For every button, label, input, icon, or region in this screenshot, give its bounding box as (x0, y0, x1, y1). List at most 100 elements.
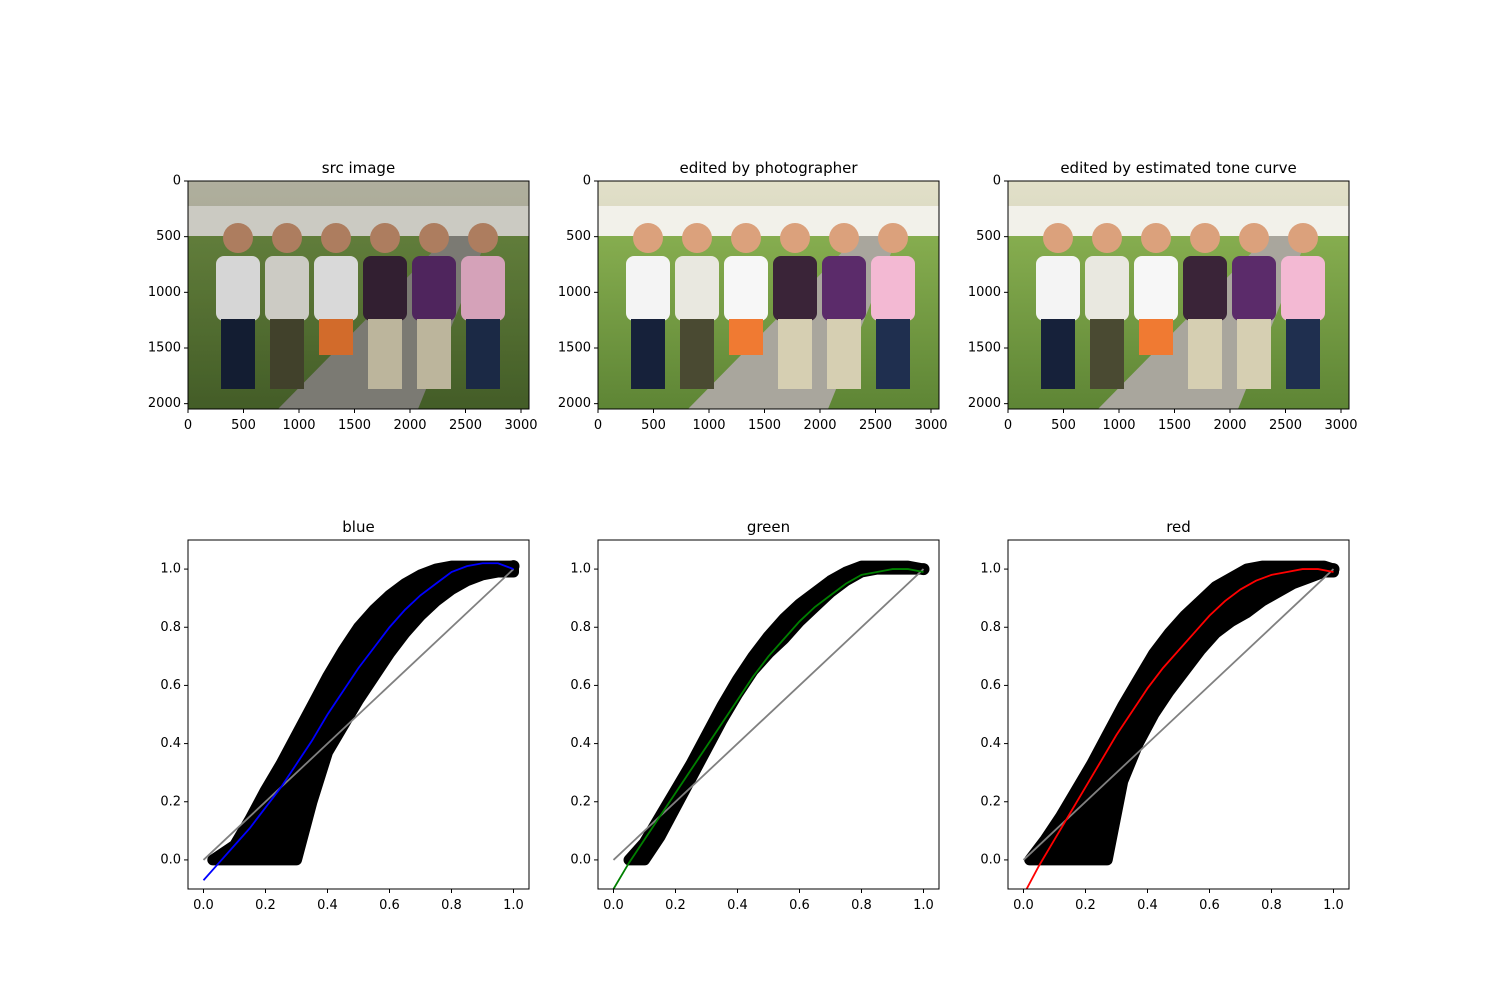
y-tick-label: 0.6 (980, 678, 1001, 693)
person-head (829, 223, 859, 253)
person-shirt (1085, 256, 1129, 321)
person-legs (1041, 319, 1075, 389)
image-panel-src: src image 0 500 1000 1500 2000 2500 3000 0 500 100… (148, 159, 538, 433)
chart-title: blue (342, 518, 374, 536)
person-legs (221, 319, 255, 389)
person-shirt (314, 256, 358, 321)
person-shirt (1134, 256, 1178, 321)
x-tick-label: 0.8 (441, 898, 462, 913)
x-tick-label: 0.0 (193, 898, 214, 913)
chart-red: red 0.0 0.2 0.4 0.6 0.8 1.0 0.0 0.2 0.4 0.6 0.8 1.0 (980, 518, 1350, 913)
y-tick-label: 0.4 (980, 736, 1001, 751)
x-tick-label: 1000 (692, 418, 725, 433)
x-tick-label: 2000 (1213, 418, 1246, 433)
x-tick-label: 0 (1004, 418, 1012, 433)
y-tick-label: 0.0 (570, 852, 591, 867)
x-tick-label: 500 (231, 418, 256, 433)
scatter-point (207, 854, 218, 865)
scatter-point (624, 854, 634, 865)
person-legs (270, 319, 304, 389)
x-tick-label: 0.4 (727, 898, 748, 913)
person-head (731, 223, 761, 253)
person-head (1239, 223, 1269, 253)
y-tick-label: 0.8 (570, 620, 591, 635)
x-tick-label: 2000 (803, 418, 836, 433)
y-tick-label: 0.4 (160, 736, 181, 751)
person-legs (729, 319, 763, 355)
axes-frame (1007, 539, 1350, 890)
y-tick-label: 2000 (558, 396, 591, 411)
panel-title: edited by photographer (679, 159, 858, 177)
x-tick-label: 0.8 (1261, 898, 1282, 913)
person-legs (1139, 319, 1173, 355)
person-legs (827, 319, 861, 389)
x-tick-label: 500 (1051, 418, 1076, 433)
person-shirt (773, 256, 817, 321)
x-tick-label: 0.6 (789, 898, 810, 913)
person-head (1190, 223, 1220, 253)
y-tick-label: 0.8 (160, 620, 181, 635)
axes-frame (187, 180, 530, 410)
fit-curve (202, 562, 514, 881)
x-tick-label: 1.0 (1323, 898, 1344, 913)
person-shirt (871, 256, 915, 321)
x-tick-label: 1500 (1158, 418, 1191, 433)
axes-frame (187, 539, 530, 890)
person-head (1043, 223, 1073, 253)
identity-line (612, 568, 925, 861)
x-tick-label: 2500 (1269, 418, 1302, 433)
image-panel-estimated: edited by estimated tone curve 0 500 1000 15… (968, 159, 1358, 433)
x-tick-label: 0.2 (1075, 898, 1096, 913)
x-tick-label: 3000 (1324, 418, 1357, 433)
y-tick-label: 0.0 (160, 852, 181, 867)
y-tick-label: 0 (583, 174, 591, 189)
x-tick-label: 1500 (338, 418, 371, 433)
x-tick-label: 0.6 (379, 898, 400, 913)
person-head (272, 223, 302, 253)
person-shirt (724, 256, 768, 321)
person-shirt (626, 256, 670, 321)
y-tick-label: 0.2 (570, 794, 591, 809)
identity-line (202, 568, 515, 861)
person-head (1141, 223, 1171, 253)
y-tick-label: 0.6 (570, 678, 591, 693)
y-tick-label: 0 (173, 174, 181, 189)
person-legs (680, 319, 714, 389)
axes-frame (597, 180, 940, 410)
person-head (321, 223, 351, 253)
y-tick-label: 2000 (148, 396, 181, 411)
axes-frame (1007, 180, 1350, 410)
y-tick-label: 1000 (558, 285, 591, 300)
y-tick-label: 0.2 (160, 794, 181, 809)
x-tick-label: 3000 (914, 418, 947, 433)
person-shirt (822, 256, 866, 321)
person-legs (876, 319, 910, 389)
chart-green: green 0.0 0.2 0.4 0.6 0.8 1.0 0.0 0.2 0.4 0.6 0.8 1.… (570, 518, 940, 913)
photo (598, 181, 939, 409)
plot-area (1022, 560, 1340, 889)
x-tick-label: 0.4 (317, 898, 338, 913)
person-head (878, 223, 908, 253)
person-shirt (461, 256, 505, 321)
person-legs (1286, 319, 1320, 389)
plot-area (202, 560, 520, 881)
fit-curve (612, 568, 924, 889)
y-tick-label: 2000 (968, 396, 1001, 411)
x-tick-label: 1000 (1102, 418, 1135, 433)
person-head (1092, 223, 1122, 253)
person-head (370, 223, 400, 253)
person-head (780, 223, 810, 253)
photo (188, 181, 529, 409)
photo (1008, 181, 1349, 409)
y-tick-label: 1500 (968, 340, 1001, 355)
x-tick-label: 500 (641, 418, 666, 433)
person-legs (778, 319, 812, 389)
y-tick-label: 1.0 (570, 562, 591, 577)
person-shirt (363, 256, 407, 321)
person-shirt (675, 256, 719, 321)
person-shirt (1232, 256, 1276, 321)
x-tick-label: 0.0 (603, 898, 624, 913)
x-tick-label: 0.2 (665, 898, 686, 913)
y-tick-label: 500 (976, 229, 1001, 244)
y-tick-label: 0.4 (570, 736, 591, 751)
